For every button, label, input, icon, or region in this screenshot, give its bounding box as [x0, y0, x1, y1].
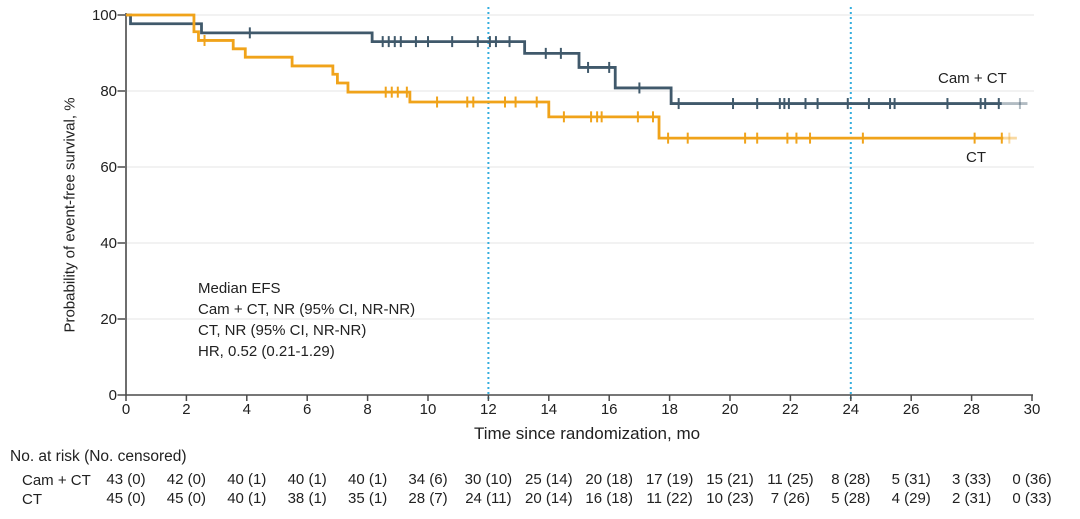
annotation-line-cam-ct: Cam + CT, NR (95% CI, NR-NR)	[198, 301, 416, 318]
y-tick-label: 0	[109, 387, 117, 404]
annotation-line-ct: CT, NR (95% CI, NR-NR)	[198, 322, 367, 339]
risk-value: 40 (1)	[227, 471, 266, 488]
y-tick-label: 100	[92, 7, 117, 24]
risk-value: 15 (21)	[706, 471, 754, 488]
x-tick-label: 10	[420, 401, 437, 418]
risk-row-label-ct: CT	[22, 491, 42, 508]
y-tick-label: 60	[100, 159, 117, 176]
y-tick-label: 80	[100, 83, 117, 100]
risk-value: 3 (33)	[952, 471, 991, 488]
x-tick-label: 28	[963, 401, 980, 418]
risk-value: 34 (6)	[408, 471, 447, 488]
x-tick-label: 24	[842, 401, 859, 418]
x-tick-label: 6	[303, 401, 311, 418]
risk-row-label-cam-ct: Cam + CT	[22, 472, 91, 489]
risk-value: 35 (1)	[348, 490, 387, 507]
risk-value: 11 (25)	[767, 471, 813, 488]
risk-value: 8 (28)	[831, 471, 870, 488]
risk-value: 20 (14)	[525, 490, 573, 507]
risk-value: 20 (18)	[585, 471, 633, 488]
risk-value: 0 (33)	[1012, 490, 1051, 507]
risk-value: 2 (31)	[952, 490, 991, 507]
x-tick-label: 22	[782, 401, 799, 418]
median-efs-annotation: Median EFS Cam + CT, NR (95% CI, NR-NR) …	[198, 278, 415, 362]
y-tick-label: 20	[100, 311, 117, 328]
risk-value: 42 (0)	[167, 471, 206, 488]
series-label-cam-ct: Cam + CT	[938, 70, 1007, 87]
risk-value: 17 (19)	[646, 471, 694, 488]
risk-value: 16 (18)	[585, 490, 633, 507]
x-tick-label: 12	[480, 401, 497, 418]
risk-value: 45 (0)	[106, 490, 145, 507]
risk-table-header: No. at risk (No. censored)	[10, 448, 187, 465]
risk-value: 30 (10)	[465, 471, 513, 488]
x-tick-label: 18	[661, 401, 678, 418]
risk-value: 40 (1)	[288, 471, 327, 488]
risk-value: 5 (28)	[831, 490, 870, 507]
km-curve-cam-ct	[126, 13, 1002, 105]
series-label-ct: CT	[966, 149, 986, 166]
y-tick-label: 40	[100, 235, 117, 252]
risk-value: 24 (11)	[465, 490, 511, 507]
x-tick-label: 0	[122, 401, 130, 418]
x-tick-label: 26	[903, 401, 920, 418]
x-tick-label: 4	[243, 401, 251, 418]
risk-value: 38 (1)	[288, 490, 327, 507]
risk-value: 5 (31)	[892, 471, 931, 488]
risk-value: 43 (0)	[106, 471, 145, 488]
risk-value: 40 (1)	[348, 471, 387, 488]
x-tick-label: 2	[182, 401, 190, 418]
risk-value: 28 (7)	[408, 490, 447, 507]
risk-value: 0 (36)	[1012, 471, 1051, 488]
risk-value: 45 (0)	[167, 490, 206, 507]
risk-value: 7 (26)	[771, 490, 810, 507]
x-tick-label: 30	[1024, 401, 1041, 418]
annotation-line-title: Median EFS	[198, 280, 281, 297]
x-tick-label: 16	[601, 401, 618, 418]
risk-value: 25 (14)	[525, 471, 573, 488]
risk-value: 40 (1)	[227, 490, 266, 507]
y-axis-title: Probability of event-free survival, %	[61, 97, 79, 333]
x-tick-label: 20	[722, 401, 739, 418]
x-axis-title: Time since randomization, mo	[473, 424, 701, 443]
x-tick-label: 14	[540, 401, 557, 418]
x-tick-label: 8	[363, 401, 371, 418]
risk-value: 11 (22)	[646, 490, 692, 507]
annotation-line-hr: HR, 0.52 (0.21-1.29)	[198, 343, 335, 360]
risk-value: 4 (29)	[892, 490, 931, 507]
risk-value: 10 (23)	[706, 490, 754, 507]
km-curve-ct	[126, 13, 1004, 140]
